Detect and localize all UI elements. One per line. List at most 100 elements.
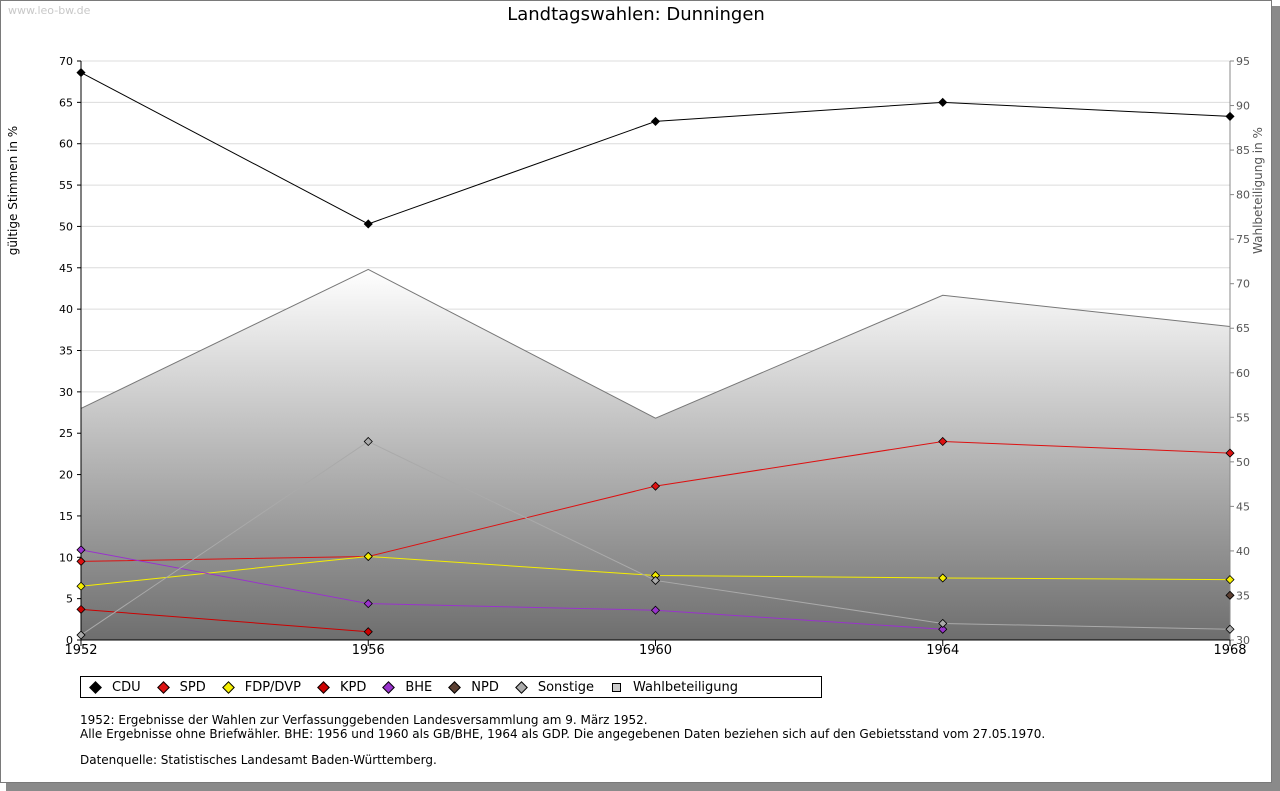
legend: CDU SPD FDP/DVP KPD BHE NPD Sonstige Wahlbeteil… xyxy=(80,676,822,698)
footnote-1: 1952: Ergebnisse der Wahlen zur Verfassu… xyxy=(80,713,648,727)
legend-item-sonstige: Sonstige xyxy=(514,679,595,695)
y2-tick-label: 30 xyxy=(1236,634,1250,647)
legend-label: FDP/DVP xyxy=(244,679,301,695)
data-point-npd xyxy=(1225,590,1235,600)
y-tick-label: 15 xyxy=(59,510,73,523)
legend-swatch xyxy=(612,682,622,692)
x-tick-label: 1964 xyxy=(926,643,959,658)
data-point-sonstige xyxy=(650,575,661,586)
data-point-cdu xyxy=(76,68,86,78)
y2-tick-label: 50 xyxy=(1236,456,1250,469)
series-line-bhe xyxy=(80,549,943,630)
y2-tick-label: 90 xyxy=(1236,100,1250,113)
series-line-cdu xyxy=(80,72,1231,225)
y2-tick-label: 65 xyxy=(1236,322,1250,335)
turnout-line xyxy=(80,268,1231,419)
legend-swatch xyxy=(221,680,235,694)
y2-tick-label: 85 xyxy=(1236,144,1250,157)
data-point-sonstige xyxy=(76,630,86,640)
legend-swatch xyxy=(448,680,462,694)
legend-label: CDU xyxy=(112,679,141,695)
y2-tick-label: 95 xyxy=(1236,55,1250,68)
legend-item-npd: NPD xyxy=(448,679,499,695)
data-point-cdu xyxy=(938,97,948,107)
y-tick-label: 0 xyxy=(66,634,73,647)
y-tick-label: 5 xyxy=(66,593,73,606)
data-source: Datenquelle: Statistisches Landesamt Bad… xyxy=(80,753,437,767)
legend-label: Wahlbeteiligung xyxy=(633,679,739,695)
x-tick-label: 1968 xyxy=(1213,643,1246,658)
y-tick-label: 10 xyxy=(59,551,73,564)
legend-item-fdp-dvp: FDP/DVP xyxy=(221,679,301,695)
y2-tick-label: 60 xyxy=(1236,367,1250,380)
frame-shadow-right xyxy=(1272,6,1280,791)
y-tick-label: 40 xyxy=(59,303,73,316)
x-tick-label: 1956 xyxy=(352,643,385,658)
y-tick-label: 35 xyxy=(59,345,73,358)
data-point-kpd xyxy=(76,604,86,614)
y-tick-label: 20 xyxy=(59,469,73,482)
y2-tick-label: 55 xyxy=(1236,411,1250,424)
watermark: www.leo-bw.de xyxy=(8,4,91,17)
legend-label: Sonstige xyxy=(537,679,595,695)
y-tick-label: 30 xyxy=(59,386,73,399)
data-point-fdp-dvp xyxy=(1225,575,1235,585)
line-chart: 0 5 10 15 20 25 30 35 40 45 50 55 60 65 70 30 35 40 45 50 55… xyxy=(6,55,1265,658)
y-tick-label: 45 xyxy=(59,262,73,275)
legend-label: KPD xyxy=(339,679,367,695)
y-tick-label: 55 xyxy=(59,179,73,192)
data-point-spd xyxy=(938,436,948,447)
data-point-sonstige xyxy=(363,436,373,447)
y-tick-label: 50 xyxy=(59,220,73,233)
data-point-kpd xyxy=(363,627,373,637)
x-tick-label: 1952 xyxy=(64,643,97,658)
data-point-fdp-dvp xyxy=(76,581,86,591)
legend-item-spd: SPD xyxy=(156,679,206,695)
series-line-kpd xyxy=(80,608,369,633)
y2-axis-label: Wahlbeteiligung in % xyxy=(1251,127,1265,254)
y2-tick-label: 75 xyxy=(1236,233,1250,246)
legend-swatch xyxy=(156,680,170,694)
data-point-bhe xyxy=(650,605,661,615)
data-point-spd xyxy=(1225,448,1235,458)
legend-label: NPD xyxy=(471,679,499,695)
footnote-2: Alle Ergebnisse ohne Briefwähler. BHE: 1… xyxy=(80,727,1046,741)
data-point-bhe xyxy=(938,624,948,634)
legend-label: BHE xyxy=(405,679,433,695)
legend-swatch xyxy=(382,680,396,694)
data-point-spd xyxy=(76,556,86,566)
y-tick-label: 60 xyxy=(59,138,73,151)
legend-label: SPD xyxy=(179,679,206,695)
y2-tick-label: 80 xyxy=(1236,189,1250,202)
frame-shadow-bottom xyxy=(6,783,1280,791)
y2-tick-label: 35 xyxy=(1236,589,1250,602)
x-tick-label: 1960 xyxy=(639,643,672,658)
y-tick-label: 70 xyxy=(59,55,73,68)
legend-item-wahlbeteiligung: Wahlbeteiligung xyxy=(612,680,738,695)
y-tick-label: 25 xyxy=(59,427,73,440)
data-point-bhe xyxy=(76,545,86,555)
data-point-bhe xyxy=(363,599,373,609)
legend-item-cdu: CDU xyxy=(89,679,141,695)
legend-item-kpd: KPD xyxy=(317,679,367,695)
data-point-cdu xyxy=(1225,111,1235,121)
data-point-sonstige xyxy=(1225,624,1235,634)
legend-swatch xyxy=(89,680,102,694)
y2-tick-label: 40 xyxy=(1236,545,1250,558)
data-point-sonstige xyxy=(938,618,948,629)
data-point-fdp-dvp xyxy=(363,551,373,562)
legend-swatch xyxy=(317,680,330,694)
chart-title: Landtagswahlen: Dunningen xyxy=(507,4,765,25)
data-point-cdu xyxy=(650,116,661,126)
data-point-cdu xyxy=(363,219,373,229)
legend-item-bhe: BHE xyxy=(382,679,433,695)
footnotes: 1952: Ergebnisse der Wahlen zur Verfassu… xyxy=(80,713,1045,767)
y2-tick-label: 45 xyxy=(1236,500,1250,513)
y2-tick-label: 70 xyxy=(1236,278,1250,291)
legend-swatch xyxy=(514,680,528,694)
y-axis-label: gültige Stimmen in % xyxy=(6,126,20,255)
y-tick-label: 65 xyxy=(59,96,73,109)
turnout-area xyxy=(81,269,1230,640)
data-point-fdp-dvp xyxy=(938,573,948,583)
data-point-spd xyxy=(650,481,661,491)
